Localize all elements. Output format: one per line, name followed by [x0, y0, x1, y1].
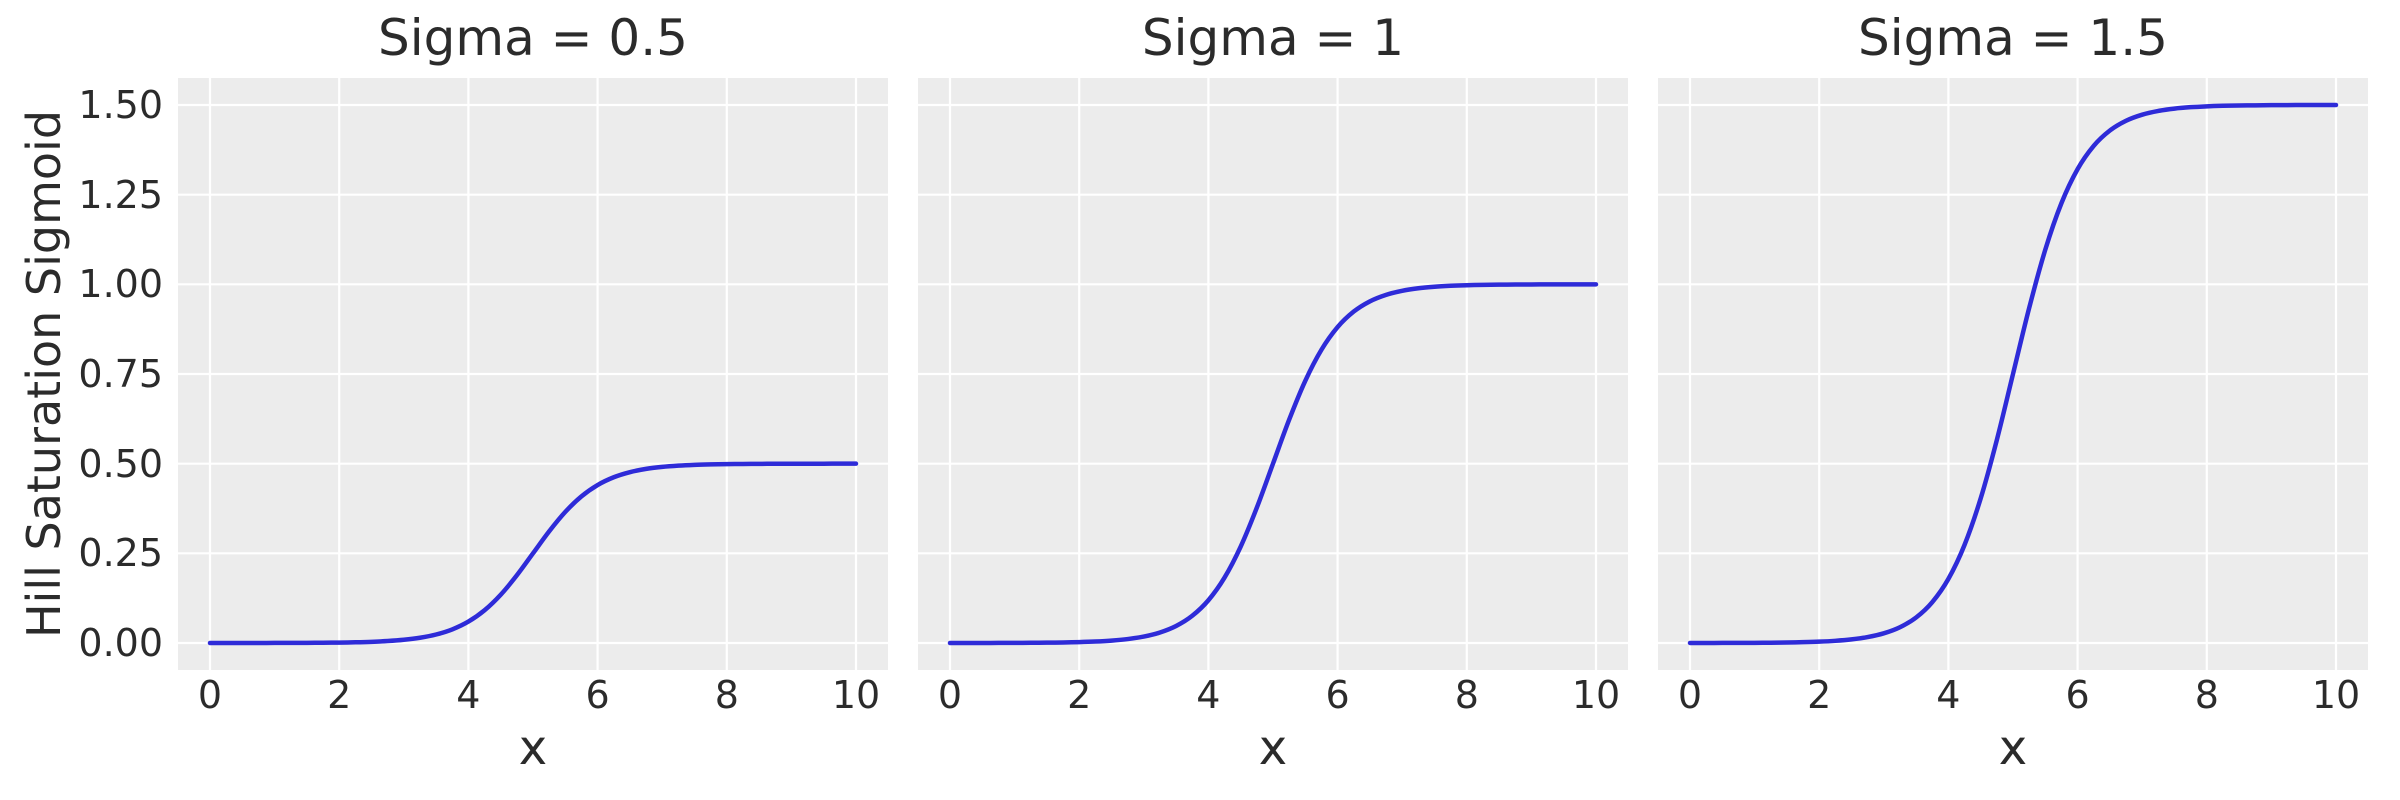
x-tick-label: 0: [937, 673, 963, 717]
subplot-title: Sigma = 1: [1141, 9, 1405, 67]
y-tick-label: 1.25: [78, 172, 163, 217]
x-tick-label: 2: [327, 673, 352, 717]
plot-area: [1658, 78, 2368, 670]
x-tick-label: 4: [456, 673, 481, 717]
x-tick-label: 8: [2194, 673, 2219, 717]
x-tick-label: 0: [1677, 673, 1703, 717]
x-tick-label: 6: [1325, 673, 1350, 717]
sigmoid-curve: [207, 461, 859, 646]
x-tick-label: 2: [1807, 673, 1832, 717]
x-axis-label: x: [1258, 720, 1288, 776]
y-tick-label: 0.75: [78, 351, 163, 396]
x-tick-label: 8: [714, 673, 739, 717]
subplot-sigma-0-5: Sigma = 0.5 0 2 4 6 8 10 x: [178, 0, 888, 800]
y-tick-label: 0.25: [78, 531, 163, 576]
x-tick-label: 8: [1454, 673, 1479, 717]
x-tick-label: 6: [2065, 673, 2090, 717]
plot-area: [178, 78, 888, 670]
x-axis-label: x: [1998, 720, 2028, 776]
y-tick-label: 0.50: [78, 441, 163, 486]
sigmoid-curve: [1687, 102, 2339, 646]
y-tick-labels: 0.00 0.25 0.50 0.75 1.00 1.25 1.50: [0, 0, 178, 800]
x-tick-label: 10: [1571, 673, 1621, 717]
sigmoid-curve: [947, 282, 1599, 646]
x-tick-label: 4: [1196, 673, 1221, 717]
plot-area: [918, 78, 1628, 670]
x-axis-label: x: [518, 720, 548, 776]
subplot-sigma-1: Sigma = 1 0 2 4 6 8 10 x: [918, 0, 1628, 800]
y-tick-label: 1.00: [78, 262, 163, 307]
x-tick-label: 6: [585, 673, 610, 717]
x-tick-label: 10: [2311, 673, 2361, 717]
x-tick-label: 4: [1936, 673, 1961, 717]
x-tick-label: 10: [831, 673, 881, 717]
y-tick-label: 0.00: [78, 621, 163, 665]
subplot-title: Sigma = 0.5: [378, 9, 688, 67]
x-tick-label: 2: [1067, 673, 1092, 717]
subplot-title: Sigma = 1.5: [1858, 9, 2168, 67]
y-tick-label: 1.50: [78, 82, 163, 127]
subplot-sigma-1-5: Sigma = 1.5 0 2 4 6 8 10 x: [1658, 0, 2368, 800]
